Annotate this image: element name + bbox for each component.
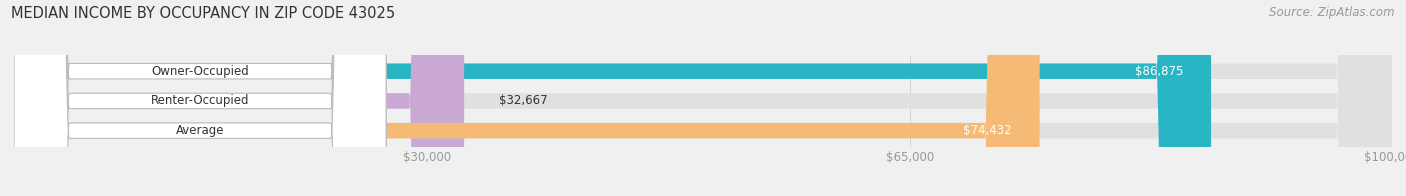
FancyBboxPatch shape [14, 0, 1392, 196]
FancyBboxPatch shape [14, 0, 387, 196]
FancyBboxPatch shape [14, 0, 1039, 196]
FancyBboxPatch shape [14, 0, 1392, 196]
FancyBboxPatch shape [14, 0, 387, 196]
Text: $74,432: $74,432 [963, 124, 1012, 137]
Text: Renter-Occupied: Renter-Occupied [150, 94, 249, 107]
Text: MEDIAN INCOME BY OCCUPANCY IN ZIP CODE 43025: MEDIAN INCOME BY OCCUPANCY IN ZIP CODE 4… [11, 6, 395, 21]
FancyBboxPatch shape [14, 0, 1392, 196]
FancyBboxPatch shape [14, 0, 464, 196]
Text: $86,875: $86,875 [1135, 65, 1184, 78]
FancyBboxPatch shape [14, 0, 387, 196]
Text: Average: Average [176, 124, 225, 137]
Text: Source: ZipAtlas.com: Source: ZipAtlas.com [1270, 6, 1395, 19]
Text: $32,667: $32,667 [499, 94, 547, 107]
Text: Owner-Occupied: Owner-Occupied [152, 65, 249, 78]
FancyBboxPatch shape [14, 0, 1211, 196]
